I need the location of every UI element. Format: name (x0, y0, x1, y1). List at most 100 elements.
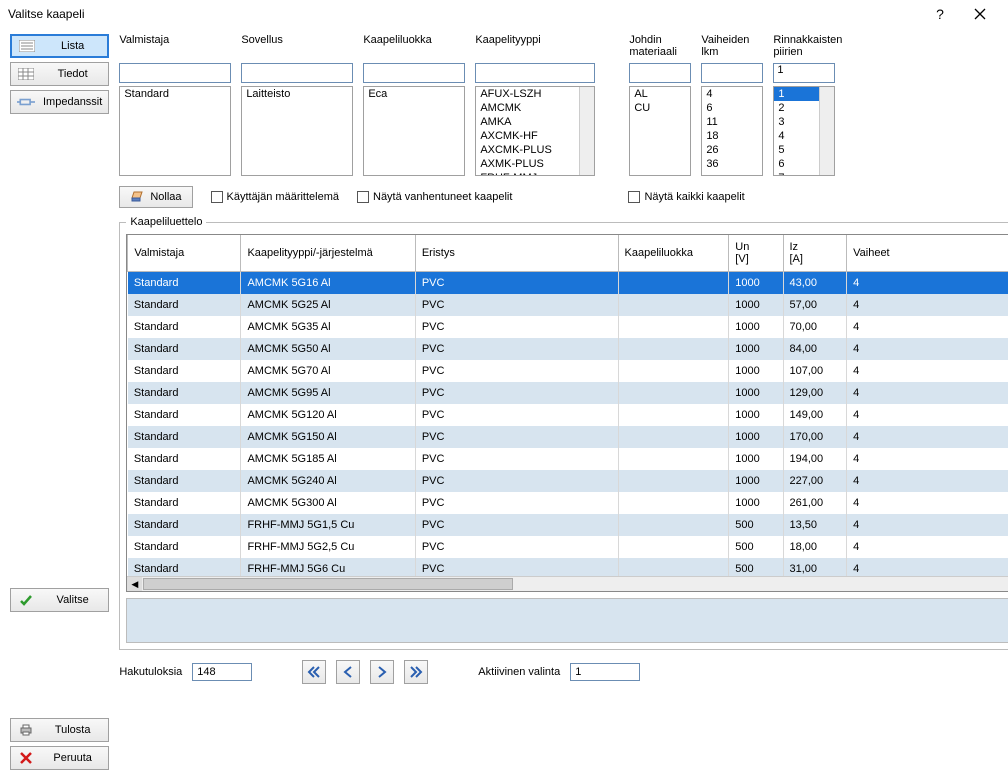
table-row[interactable]: StandardAMCMK 5G150 AlPVC1000170,0044 (128, 426, 1008, 448)
tab-impedanssit-label: Impedanssit (43, 96, 102, 108)
tab-impedanssit[interactable]: Impedanssit (10, 90, 109, 114)
filter-valmistaja: ValmistajaStandard (119, 34, 231, 176)
filter-input[interactable] (475, 63, 595, 83)
filter-label: Kaapeliluokka (363, 34, 465, 60)
filter-label: Rinnakkaisten piirien (773, 34, 835, 60)
filter-item[interactable]: AFUX-LSZH (476, 87, 594, 101)
table-row[interactable]: StandardAMCMK 5G185 AlPVC1000194,0044 (128, 448, 1008, 470)
nav-next[interactable] (370, 660, 394, 684)
cancel-button[interactable]: Peruuta (10, 746, 109, 770)
filter-label: Johdin materiaali (629, 34, 691, 60)
filter-list[interactable]: Eca (363, 86, 465, 176)
table-row[interactable]: StandardFRHF-MMJ 5G2,5 CuPVC50018,0044 (128, 536, 1008, 558)
filter-list[interactable]: 4611182636 (701, 86, 763, 176)
filter-item[interactable]: AMCMK (476, 101, 594, 115)
filter-item[interactable]: AXCMK-PLUS (476, 143, 594, 157)
catalog-table-wrap: ValmistajaKaapelityyppi/-järjestelmäEris… (126, 234, 1008, 592)
filter-input[interactable]: 1 (773, 63, 835, 83)
col-un[interactable]: Un [V] (729, 235, 783, 272)
col-valmistaja[interactable]: Valmistaja (128, 235, 241, 272)
col-vaiheet[interactable]: Vaiheet (847, 235, 1008, 272)
results-count: 148 (192, 663, 252, 681)
table-row[interactable]: StandardAMCMK 5G70 AlPVC1000107,0044 (128, 360, 1008, 382)
nav-prev[interactable] (336, 660, 360, 684)
table-row[interactable]: StandardAMCMK 5G95 AlPVC1000129,0044 (128, 382, 1008, 404)
filter-list[interactable]: ALCU (629, 86, 691, 176)
nav-last[interactable] (404, 660, 428, 684)
list-scrollbar[interactable] (579, 87, 594, 175)
filter-item[interactable]: AL (630, 87, 690, 101)
table-row[interactable]: StandardAMCMK 5G240 AlPVC1000227,0044 (128, 470, 1008, 492)
filter-kaapelityyppi: KaapelityyppiAFUX-LSZHAMCMKAMKAAXCMK-HFA… (475, 34, 595, 176)
filter-item[interactable]: CU (630, 101, 690, 115)
print-button[interactable]: Tulosta (10, 718, 109, 742)
filter-input[interactable] (701, 63, 763, 83)
filter-vaiheiden: Vaiheiden lkm4611182636 (701, 34, 763, 176)
cancel-icon (17, 752, 35, 764)
chk-user[interactable]: Käyttäjän määrittelemä (211, 191, 340, 203)
table-row[interactable]: StandardAMCMK 5G35 AlPVC100070,0044 (128, 316, 1008, 338)
col-tyyppi[interactable]: Kaapelityyppi/-järjestelmä (241, 235, 415, 272)
table-row[interactable]: StandardAMCMK 5G25 AlPVC100057,0044 (128, 294, 1008, 316)
filter-item[interactable]: 36 (702, 157, 762, 171)
chk-all[interactable]: Näytä kaikki kaapelit (628, 191, 744, 203)
filter-item[interactable]: FRHF-MMJ (476, 171, 594, 176)
active-label: Aktiivinen valinta (478, 666, 560, 678)
col-iz[interactable]: Iz [A] (783, 235, 847, 272)
filter-input[interactable] (629, 63, 691, 83)
tab-tiedot-label: Tiedot (43, 68, 102, 80)
filters-row: ValmistajaStandardSovellusLaitteistoKaap… (119, 34, 1008, 176)
cancel-label: Peruuta (43, 752, 102, 764)
chk-old[interactable]: Näytä vanhentuneet kaapelit (357, 191, 512, 203)
filter-item[interactable]: 6 (702, 101, 762, 115)
filter-item[interactable]: Eca (364, 87, 464, 101)
filter-label: Kaapelityyppi (475, 34, 595, 60)
filter-list[interactable]: Laitteisto (241, 86, 353, 176)
active-value: 1 (570, 663, 640, 681)
filter-input[interactable] (241, 63, 353, 83)
filter-item[interactable]: AMKA (476, 115, 594, 129)
catalog-table[interactable]: ValmistajaKaapelityyppi/-järjestelmäEris… (127, 235, 1008, 592)
filter-item[interactable]: Laitteisto (242, 87, 352, 101)
filter-item[interactable]: AXMK-PLUS (476, 157, 594, 171)
filter-list[interactable]: AFUX-LSZHAMCMKAMKAAXCMK-HFAXCMK-PLUSAXMK… (475, 86, 595, 176)
close-button[interactable] (960, 0, 1000, 28)
bottom-bar: Hakutuloksia 148 Aktiivinen valinta 1 (119, 660, 1008, 684)
catalog-legend: Kaapeliluettelo (126, 216, 206, 228)
filter-input[interactable] (119, 63, 231, 83)
tab-lista-label: Lista (44, 40, 101, 52)
list-icon (18, 40, 36, 52)
filter-item[interactable]: Standard (120, 87, 230, 101)
check-icon (17, 593, 35, 607)
filter-input[interactable] (363, 63, 465, 83)
hscrollbar[interactable]: ◀ ▶ (127, 576, 1008, 591)
col-eristys[interactable]: Eristys (415, 235, 618, 272)
nav-first[interactable] (302, 660, 326, 684)
table-icon (17, 68, 35, 80)
col-luokka[interactable]: Kaapeliluokka (618, 235, 729, 272)
filter-list[interactable]: Standard (119, 86, 231, 176)
list-scrollbar[interactable] (819, 87, 834, 175)
filter-johdin: Johdin materiaali ALCU (629, 34, 691, 176)
filter-item[interactable]: 4 (702, 87, 762, 101)
scroll-left-icon[interactable]: ◀ (127, 577, 142, 591)
tab-tiedot[interactable]: Tiedot (10, 62, 109, 86)
filter-item[interactable]: 26 (702, 143, 762, 157)
table-row[interactable]: StandardFRHF-MMJ 5G1,5 CuPVC50013,5044 (128, 514, 1008, 536)
table-row[interactable]: StandardAMCMK 5G50 AlPVC100084,0044 (128, 338, 1008, 360)
scroll-thumb[interactable] (143, 578, 513, 590)
results-label: Hakutuloksia (119, 666, 182, 678)
table-row[interactable]: StandardAMCMK 5G16 AlPVC100043,0044 (128, 272, 1008, 294)
table-row[interactable]: StandardAMCMK 5G120 AlPVC1000149,0044 (128, 404, 1008, 426)
table-row[interactable]: StandardAMCMK 5G300 AlPVC1000261,0044 (128, 492, 1008, 514)
filter-item[interactable]: 18 (702, 129, 762, 143)
filter-item[interactable]: 11 (702, 115, 762, 129)
filter-list[interactable]: 1234567 (773, 86, 835, 176)
tab-lista[interactable]: Lista (10, 34, 109, 58)
reset-button[interactable]: Nollaa (119, 186, 192, 208)
select-label: Valitse (43, 594, 102, 606)
select-button[interactable]: Valitse (10, 588, 109, 612)
filter-item[interactable]: AXCMK-HF (476, 129, 594, 143)
catalog-fieldset: Kaapeliluettelo ValmistajaKaapelityyppi/… (119, 216, 1008, 650)
help-button[interactable]: ? (920, 0, 960, 28)
